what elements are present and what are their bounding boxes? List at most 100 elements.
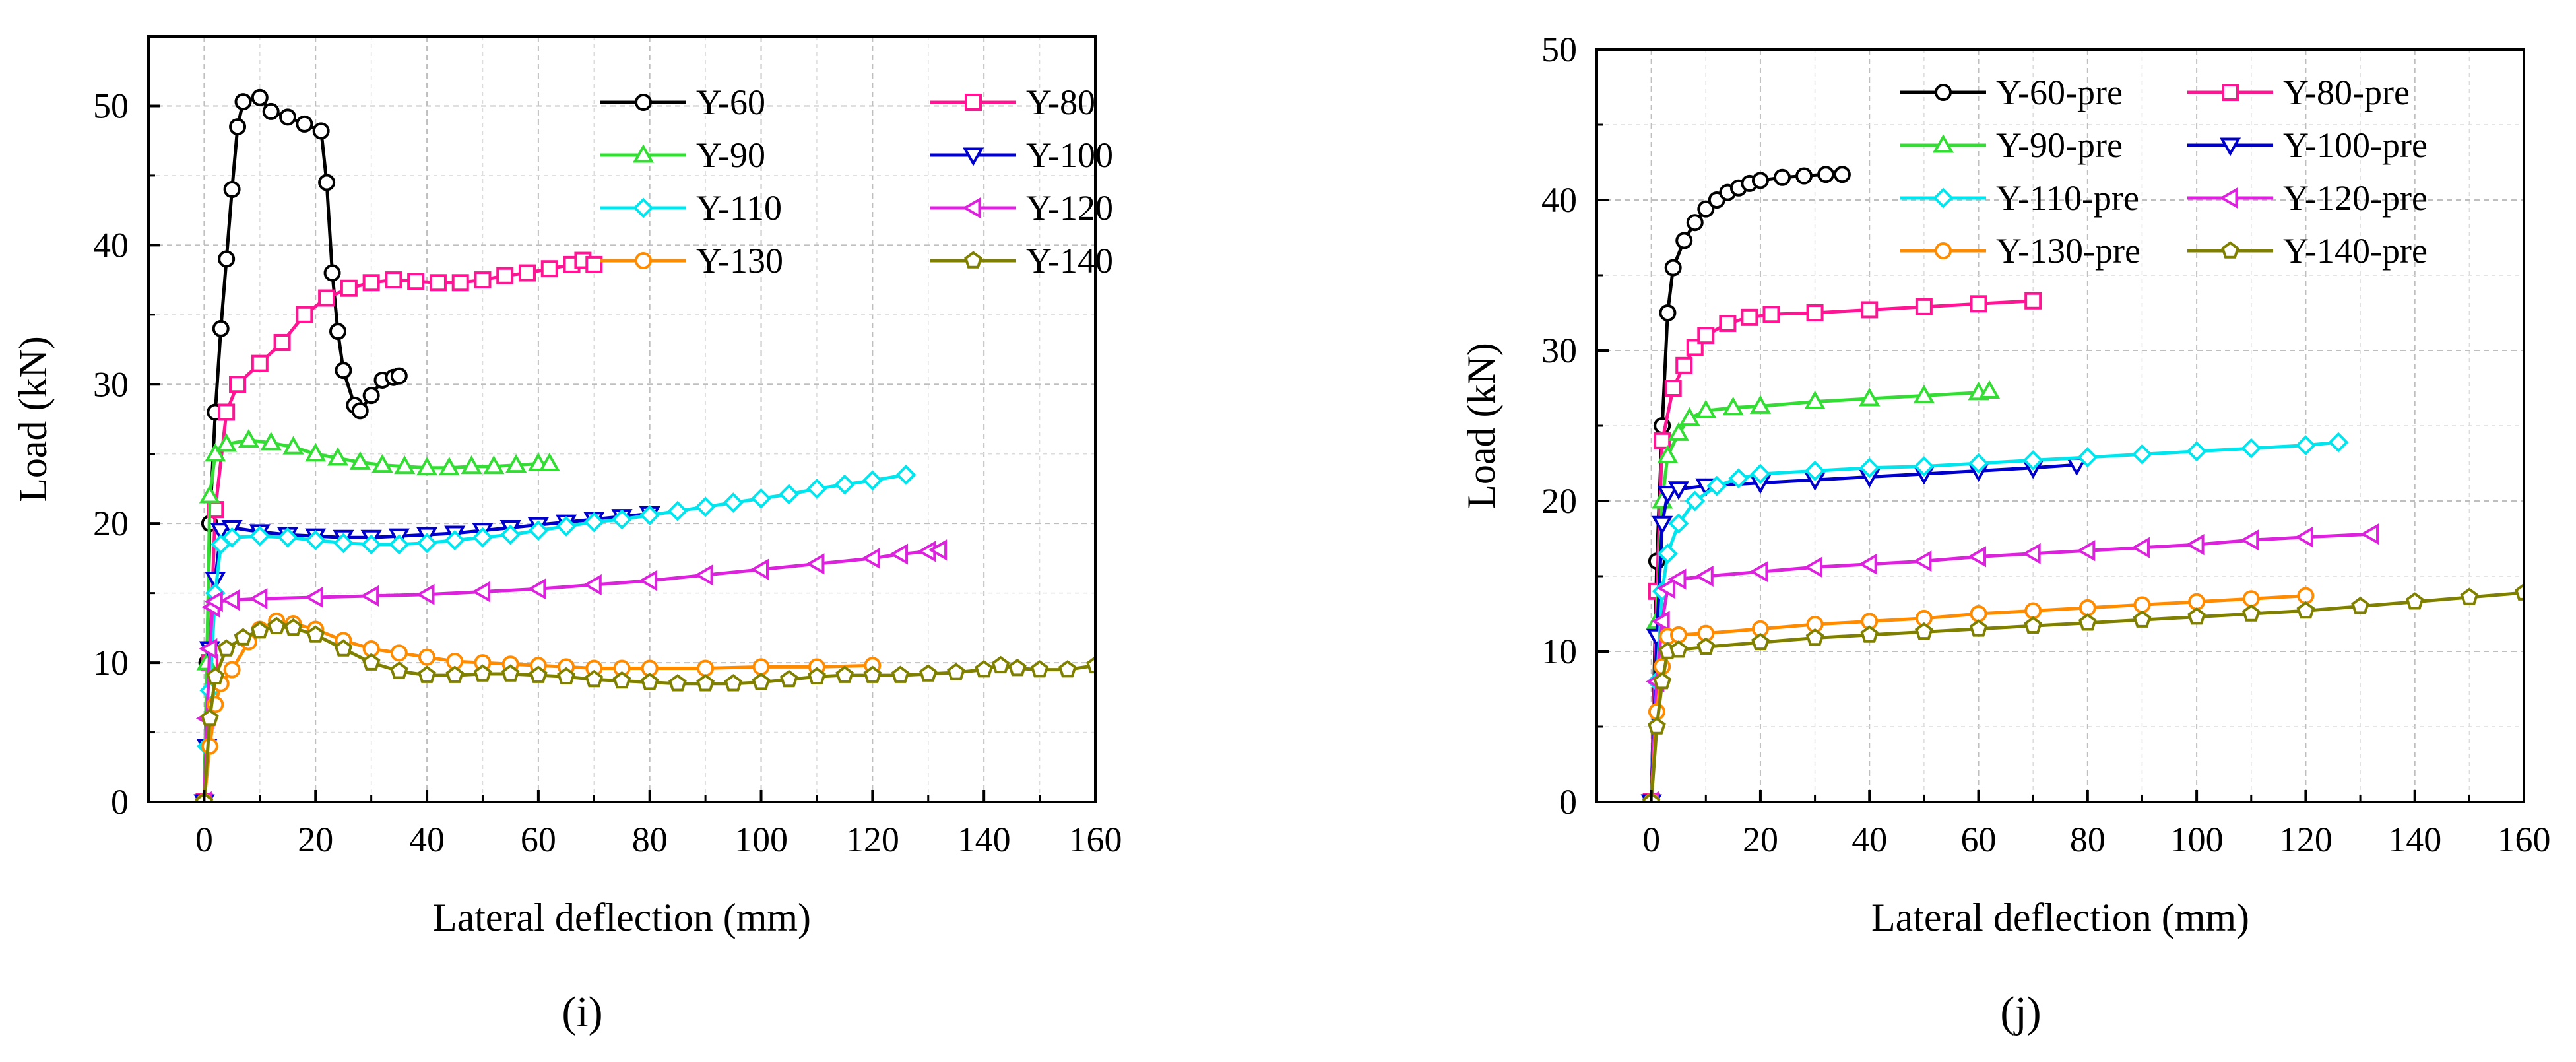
x-tick-label: 20 xyxy=(298,820,333,859)
x-axis-label: Lateral deflection (mm) xyxy=(1871,896,2249,939)
data-point xyxy=(284,618,303,636)
data-point xyxy=(1706,475,1727,496)
data-point xyxy=(2515,583,2524,601)
legend-label: Y-120-pre xyxy=(2283,178,2428,218)
data-point xyxy=(1664,259,1682,277)
data-point xyxy=(407,273,425,290)
data-point xyxy=(1978,380,2001,399)
legend-item-y-140: Y-140 xyxy=(930,241,1113,281)
data-point xyxy=(205,443,226,462)
data-point xyxy=(1859,387,1881,407)
data-point xyxy=(2295,435,2316,456)
x-tick-label: 80 xyxy=(632,820,668,859)
data-point xyxy=(1667,568,1687,590)
y-tick-label: 40 xyxy=(93,225,129,265)
data-point xyxy=(519,264,536,282)
legend-item-y-120: Y-120 xyxy=(930,188,1113,228)
data-point xyxy=(527,578,546,600)
legend-label: Y-80 xyxy=(1026,83,1095,122)
data-point xyxy=(429,274,447,292)
data-point xyxy=(251,88,269,106)
y-tick-label: 20 xyxy=(93,504,129,543)
data-point xyxy=(362,274,380,292)
data-point xyxy=(296,115,313,133)
series-y-120-pre xyxy=(1640,523,2379,802)
data-point xyxy=(418,665,436,683)
data-point xyxy=(218,250,236,268)
legend-marker xyxy=(2219,187,2238,209)
x-tick-label: 60 xyxy=(521,820,556,859)
data-point xyxy=(1669,626,1687,644)
legend-marker xyxy=(635,94,652,111)
data-point xyxy=(1659,304,1677,321)
x-tick-label: 160 xyxy=(1069,820,1122,859)
data-point xyxy=(1795,167,1813,185)
data-point xyxy=(1858,553,1877,575)
data-point xyxy=(390,644,408,662)
x-tick-label: 40 xyxy=(1852,820,1887,859)
data-point xyxy=(2022,543,2041,564)
data-point xyxy=(249,525,271,547)
data-point xyxy=(318,174,336,191)
data-point xyxy=(1697,200,1715,218)
data-point xyxy=(262,102,280,120)
data-point xyxy=(918,664,938,682)
data-point xyxy=(1749,395,1772,414)
series-y-80 xyxy=(195,251,603,802)
data-point xyxy=(234,93,252,111)
data-point xyxy=(2328,432,2349,453)
data-point xyxy=(556,515,577,537)
legend-marker xyxy=(962,197,981,219)
data-point xyxy=(1651,611,1670,632)
legend-label: Y-120 xyxy=(1026,188,1113,228)
data-point xyxy=(223,661,241,679)
data-point xyxy=(2242,590,2260,608)
data-point xyxy=(361,534,382,555)
data-point xyxy=(204,591,223,613)
legend-item-y-110-pre: Y-110-pre xyxy=(1900,178,2139,218)
data-point xyxy=(474,271,492,289)
data-point xyxy=(696,674,715,692)
data-point xyxy=(1806,304,1824,321)
data-point xyxy=(306,625,325,643)
data-point xyxy=(695,496,716,517)
data-point xyxy=(1668,513,1689,534)
data-point xyxy=(1915,622,1933,640)
legend-label: Y-80-pre xyxy=(2283,73,2410,112)
legend-marker xyxy=(635,252,652,269)
data-point xyxy=(1968,453,1989,474)
legend-item-y-130: Y-130 xyxy=(600,241,783,281)
data-point xyxy=(416,457,438,476)
data-point xyxy=(223,181,241,198)
data-point xyxy=(394,455,416,475)
data-point xyxy=(529,665,548,683)
data-point xyxy=(2186,441,2207,462)
series-y-140-pre xyxy=(1642,583,2524,802)
data-point xyxy=(1679,407,1700,426)
legend-label: Y-110-pre xyxy=(1996,178,2139,218)
data-point xyxy=(2133,596,2151,614)
data-point xyxy=(1686,214,1704,232)
data-point xyxy=(612,509,632,530)
data-point xyxy=(1970,295,1987,313)
data-point xyxy=(862,470,883,491)
legend: Y-60 Y-80 Y-90 Y-100 Y-110 Y-120 Y-130 Y-140 xyxy=(600,83,1113,281)
series-y-110 xyxy=(193,464,917,802)
data-point xyxy=(1741,308,1758,326)
data-point xyxy=(751,488,772,509)
data-point xyxy=(220,589,240,611)
data-point xyxy=(750,558,769,580)
data-point xyxy=(947,663,965,680)
data-point xyxy=(2131,444,2152,465)
x-tick-label: 40 xyxy=(409,820,445,859)
data-point xyxy=(360,585,379,607)
legend-marker xyxy=(632,144,655,163)
data-point xyxy=(1694,565,1714,587)
y-tick-label: 0 xyxy=(1559,782,1577,822)
legend-marker xyxy=(2221,241,2239,259)
legend-marker xyxy=(1932,134,1954,153)
data-point xyxy=(238,428,260,448)
data-point xyxy=(473,664,492,682)
data-point xyxy=(1914,456,1935,477)
data-point xyxy=(834,474,855,495)
